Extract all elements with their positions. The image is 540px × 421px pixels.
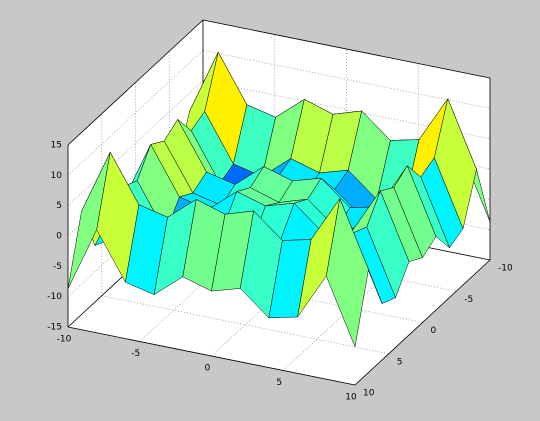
y-tick-label: 5 <box>397 357 403 367</box>
y-tick-label: 0 <box>431 326 437 336</box>
x-tick-label: 0 <box>205 364 211 374</box>
z-tick-label: -10 <box>47 292 62 302</box>
z-tick-label: -5 <box>53 262 62 272</box>
axes-box-edge <box>202 19 491 79</box>
z-tick-label: 10 <box>51 171 63 181</box>
axes-box-edge <box>354 259 491 386</box>
grid-line <box>202 49 491 109</box>
axes-box-edge <box>67 19 204 146</box>
grid-line <box>67 50 204 176</box>
z-tick-label: 0 <box>56 232 62 242</box>
y-tick-label: -10 <box>498 264 513 274</box>
x-tick-label: 10 <box>345 393 357 403</box>
grid-line <box>202 80 491 140</box>
z-tick-label: -15 <box>47 323 62 333</box>
x-tick-label: 5 <box>276 378 282 388</box>
z-tick-label: 15 <box>51 141 62 151</box>
grid-line <box>67 80 204 206</box>
y-tick-label: 10 <box>363 389 375 399</box>
z-tick-label: 5 <box>56 201 62 211</box>
y-tick-label: -5 <box>464 295 473 305</box>
grid-line <box>101 295 389 355</box>
x-tick-label: -5 <box>131 349 140 359</box>
x-tick-label: -10 <box>57 335 72 345</box>
axes-box-edge <box>67 326 356 386</box>
surface-patch <box>326 197 369 348</box>
